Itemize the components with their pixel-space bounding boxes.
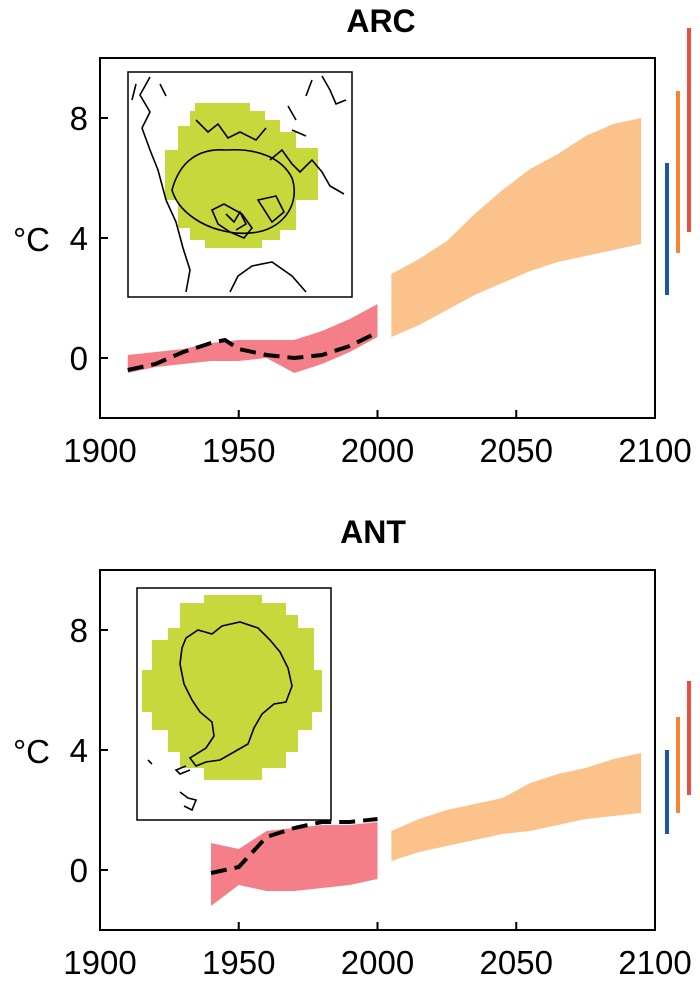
- ticks: 1900 1950 2000 2050 2100 0 4 8: [63, 612, 691, 981]
- panel-arc: ARC 1900 1950 2000 2050 2100 0 4 8 °C: [13, 3, 692, 469]
- x-tick-label: 1900: [63, 944, 136, 981]
- panel-title: ARC: [346, 3, 415, 39]
- y-tick-label: 4: [70, 732, 88, 769]
- bands: [211, 753, 642, 906]
- coastlines: [131, 75, 347, 293]
- x-tick-label: 2000: [341, 944, 414, 981]
- projected-model-range-band: [391, 118, 642, 337]
- arctic-region-map: [127, 71, 353, 298]
- y-tick-label: 4: [70, 220, 88, 257]
- x-tick-label: 1950: [202, 944, 275, 981]
- x-tick-label: 2100: [618, 944, 691, 981]
- inset-region: [142, 595, 322, 780]
- x-tick-label: 2000: [341, 432, 414, 469]
- lines: [210, 817, 378, 875]
- range-bars: [665, 681, 691, 834]
- x-tick-label: 2050: [480, 944, 553, 981]
- panel-ant: ANT 1900 1950 2000 2050 2100 0 4 8 °C: [13, 514, 692, 981]
- y-tick-label: 8: [70, 612, 88, 649]
- ticks: 1900 1950 2000 2050 2100 0 4 8: [63, 100, 691, 469]
- y-tick-label: 0: [70, 852, 88, 889]
- panel-title: ANT: [340, 514, 406, 550]
- lines: [127, 330, 379, 372]
- x-tick-label: 2050: [480, 432, 553, 469]
- inset-region: [165, 103, 318, 248]
- x-tick-label: 2100: [618, 432, 691, 469]
- projected-model-range-band: [391, 753, 642, 861]
- y-tick-label: 0: [70, 340, 88, 377]
- x-tick-label: 1950: [202, 432, 275, 469]
- observations-line: [210, 817, 378, 875]
- y-tick-label: 8: [70, 100, 88, 137]
- range-bars: [665, 28, 691, 295]
- antarctic-region-map: [136, 587, 332, 821]
- observations-line: [127, 330, 379, 372]
- observed-model-range-band: [211, 822, 378, 906]
- y-axis-label: °C: [13, 221, 50, 258]
- x-tick-label: 1900: [63, 432, 136, 469]
- coastlines: [147, 621, 293, 812]
- y-axis-label: °C: [13, 733, 50, 770]
